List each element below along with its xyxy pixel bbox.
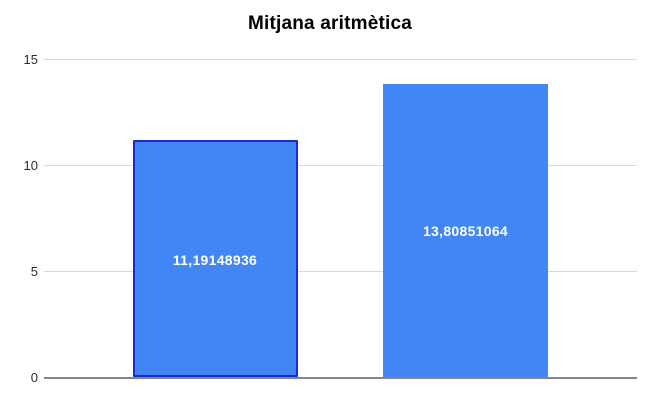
bar-value-label: 11,19148936 (172, 252, 258, 269)
bar-value-label: 13,80851064 (422, 222, 509, 239)
y-axis-tick-label: 10 (23, 158, 38, 173)
gridline (44, 165, 637, 166)
gridline (44, 271, 637, 272)
gridline (44, 59, 637, 60)
bar-series-0[interactable]: 11,19148936 (132, 139, 298, 377)
y-axis-tick-label: 15 (23, 52, 38, 67)
bar-series-1[interactable]: 13,80851064 (383, 84, 548, 377)
x-axis-line (44, 377, 637, 379)
y-axis-tick-label: 5 (30, 264, 38, 279)
y-axis-tick-label: 0 (30, 370, 38, 385)
chart-title: Mitjana aritmètica (247, 13, 413, 34)
